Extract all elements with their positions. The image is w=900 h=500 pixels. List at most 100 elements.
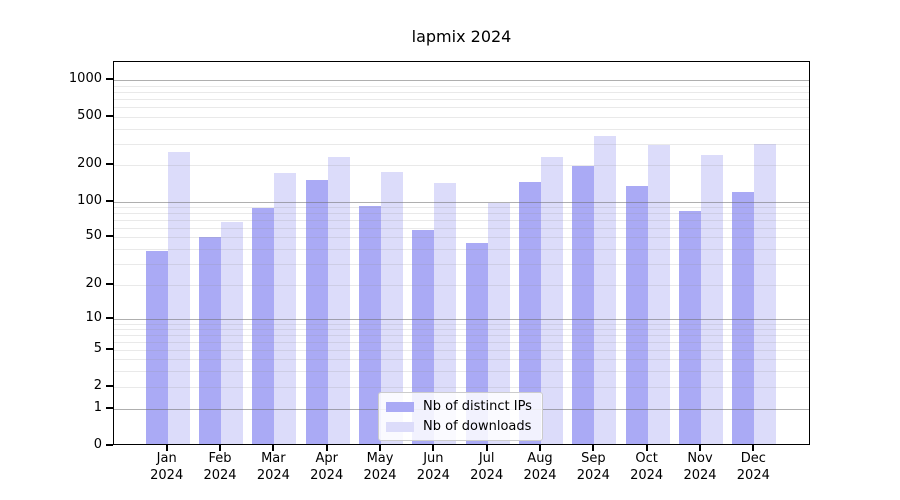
y-axis-tick-label: 500 [77, 108, 102, 123]
bar-nov-s1 [701, 154, 723, 444]
bar-mar-s0 [252, 208, 275, 444]
x-axis-tick-label-year: 2024 [470, 468, 504, 483]
gridline-minor [114, 387, 809, 388]
x-axis-tick-label: Jul 2024 [459, 450, 515, 484]
x-axis-tick-label-year: 2024 [736, 468, 770, 483]
bar-oct-s0 [625, 186, 648, 444]
chart-title: lapmix 2024 [411, 27, 512, 46]
legend-item: Nb of distinct IPs [386, 399, 532, 414]
x-axis-tick-label: Nov 2024 [672, 450, 728, 484]
y-axis-tick [106, 385, 113, 387]
y-axis-tick-label: 0 [93, 437, 102, 452]
x-axis-tick-label-year: 2024 [416, 468, 450, 483]
y-axis-tick-label: 20 [85, 276, 102, 291]
legend-label: Nb of distinct IPs [423, 399, 532, 414]
y-axis-tick-label: 2 [93, 378, 102, 393]
gridline-minor [114, 341, 809, 343]
bar-oct-s1 [647, 145, 670, 444]
x-axis-tick [485, 445, 488, 451]
x-axis-tick [539, 445, 541, 451]
plot-area [113, 61, 810, 445]
x-axis-tick-label: Oct 2024 [619, 450, 675, 484]
y-axis-tick-label: 200 [77, 156, 102, 171]
x-axis-tick [165, 445, 168, 451]
y-axis-tick-label: 1 [93, 400, 102, 415]
gridline-minor [114, 143, 809, 145]
x-axis-tick-label-year: 2024 [576, 468, 610, 483]
legend: Nb of distinct IPs Nb of downloads [378, 392, 543, 441]
y-axis-tick [106, 235, 113, 237]
x-axis-tick-label: Jun 2024 [405, 450, 461, 484]
y-axis-tick [106, 283, 113, 285]
x-axis-tick-label-year: 2024 [683, 468, 717, 483]
bar-mar-s1 [274, 173, 297, 444]
x-axis-tick [432, 445, 435, 451]
gridline-minor [114, 323, 809, 325]
gridline-minor [114, 359, 809, 360]
x-axis-tick-label: Sep 2024 [565, 450, 621, 484]
bar-sep-s1 [594, 135, 617, 444]
x-axis-tick-label: Jan 2024 [139, 450, 195, 484]
gridline-minor [114, 213, 809, 215]
gridline-minor [114, 328, 809, 330]
y-axis-tick [106, 348, 113, 350]
bar-aug-s0 [519, 182, 541, 444]
x-axis-tick [219, 445, 222, 451]
gridline-minor [114, 248, 809, 250]
x-axis-tick-label: Mar 2024 [245, 450, 301, 484]
bar-may-s0 [359, 206, 382, 444]
x-axis-tick-label: Apr 2024 [299, 450, 355, 484]
bar-jun-s1 [434, 182, 457, 444]
y-axis-tick [106, 115, 113, 117]
gridline-minor [114, 370, 809, 372]
y-axis-tick [106, 200, 113, 202]
bar-dec-s1 [754, 143, 777, 444]
x-axis-tick-label-year: 2024 [150, 468, 184, 483]
x-axis-tick-label-year: 2024 [630, 468, 664, 483]
x-axis-tick [325, 445, 328, 451]
x-axis-tick-label: Dec 2024 [725, 450, 781, 484]
gridline-major [114, 319, 809, 320]
gridline-minor [114, 334, 809, 336]
bar-dec-s0 [732, 191, 755, 444]
x-axis-tick-label-year: 2024 [523, 468, 557, 483]
bar-apr-s0 [305, 180, 328, 444]
x-axis-tick-label-year: 2024 [256, 468, 290, 483]
legend-swatch-icon [386, 421, 414, 432]
x-axis-tick-label-year: 2024 [363, 468, 397, 483]
bar-aug-s1 [541, 156, 563, 444]
y-axis-tick-label: 10 [85, 310, 102, 325]
bar-apr-s1 [327, 156, 350, 444]
x-axis-tick [752, 445, 755, 451]
gridline-minor [114, 220, 809, 221]
y-axis-tick-label: 1000 [68, 71, 102, 86]
gridline-minor [114, 227, 809, 229]
x-axis-tick [592, 445, 595, 451]
x-axis-tick-label: Aug 2024 [512, 450, 568, 484]
x-axis-tick [645, 445, 648, 451]
y-axis-tick [106, 163, 113, 165]
x-axis-tick-label: Feb 2024 [192, 450, 248, 484]
gridline-major [114, 202, 809, 203]
gridline-minor [114, 237, 809, 238]
bar-may-s1 [381, 171, 404, 444]
y-axis-tick [106, 444, 113, 446]
gridline-major [114, 80, 809, 81]
bar-jul-s1 [487, 203, 510, 444]
gridline-minor [114, 263, 809, 265]
legend-swatch-icon [386, 401, 414, 412]
gridline-minor [114, 117, 809, 118]
legend-label: Nb of downloads [423, 419, 532, 434]
y-axis-tick [106, 78, 113, 80]
x-axis-tick [379, 445, 382, 451]
gridline-minor [114, 207, 809, 209]
gridline-minor [114, 91, 809, 93]
bar-feb-s1 [221, 221, 244, 444]
y-axis-tick [106, 317, 113, 319]
gridline-minor [114, 128, 809, 130]
y-axis-tick-label: 50 [85, 228, 102, 243]
y-axis-tick-label: 100 [77, 193, 102, 208]
x-axis-tick [699, 445, 701, 451]
x-axis-tick-label-year: 2024 [310, 468, 344, 483]
